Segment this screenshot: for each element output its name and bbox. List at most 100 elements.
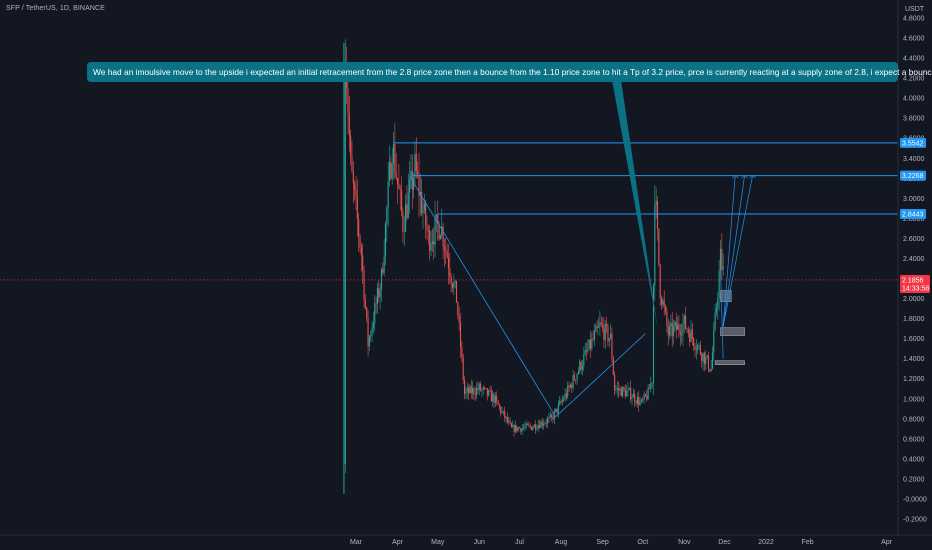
- candle-body[interactable]: [695, 349, 697, 351]
- supply-zone-box[interactable]: [714, 360, 745, 365]
- candle-body[interactable]: [522, 427, 525, 429]
- candle-body[interactable]: [678, 324, 680, 331]
- candle-body[interactable]: [536, 428, 538, 430]
- candle-body[interactable]: [355, 189, 357, 198]
- candle-body[interactable]: [573, 375, 575, 380]
- candle-body[interactable]: [575, 379, 577, 381]
- candle-body[interactable]: [565, 393, 567, 397]
- candle-body[interactable]: [402, 211, 404, 232]
- candle-body[interactable]: [366, 307, 368, 318]
- candle-body[interactable]: [380, 269, 383, 290]
- candle-body[interactable]: [604, 323, 606, 341]
- candle-body[interactable]: [530, 426, 533, 430]
- candle-body[interactable]: [711, 352, 713, 369]
- candle-body[interactable]: [521, 428, 523, 432]
- candle-body[interactable]: [632, 393, 634, 398]
- candle-body[interactable]: [702, 352, 704, 362]
- candle-body[interactable]: [374, 303, 376, 324]
- candle-body[interactable]: [485, 387, 487, 389]
- candle-body[interactable]: [425, 203, 427, 227]
- candle-body[interactable]: [520, 428, 522, 432]
- candle-body[interactable]: [476, 387, 478, 395]
- candle-body[interactable]: [623, 387, 625, 390]
- candle-body[interactable]: [384, 223, 387, 257]
- candle-body[interactable]: [577, 370, 579, 374]
- candle-body[interactable]: [568, 385, 570, 388]
- candle-body[interactable]: [537, 424, 539, 429]
- retracement-arrow-line[interactable]: [720, 268, 724, 359]
- candle-body[interactable]: [447, 257, 450, 269]
- candle-body[interactable]: [474, 394, 476, 395]
- candle-body[interactable]: [670, 323, 672, 327]
- candle-body[interactable]: [409, 179, 411, 193]
- candle-body[interactable]: [631, 397, 633, 400]
- candle-body[interactable]: [484, 387, 486, 389]
- candle-body[interactable]: [600, 322, 602, 325]
- candle-body[interactable]: [656, 200, 659, 229]
- candle-body[interactable]: [675, 321, 677, 330]
- candle-body[interactable]: [379, 289, 381, 298]
- candle-body[interactable]: [454, 280, 456, 283]
- candle-body[interactable]: [654, 205, 656, 286]
- candle-body[interactable]: [555, 408, 557, 412]
- candle-body[interactable]: [367, 317, 369, 347]
- candle-body[interactable]: [526, 423, 529, 425]
- candle-body[interactable]: [364, 299, 366, 308]
- candle-body[interactable]: [705, 356, 707, 365]
- candle-body[interactable]: [462, 357, 464, 380]
- candle-body[interactable]: [442, 226, 444, 247]
- candle-body[interactable]: [564, 393, 566, 400]
- candle-body[interactable]: [439, 235, 441, 240]
- candle-body[interactable]: [382, 269, 384, 273]
- candle-body[interactable]: [470, 386, 472, 394]
- candle-body[interactable]: [352, 171, 354, 184]
- candle-body[interactable]: [585, 350, 588, 352]
- drawing-layer[interactable]: [0, 142, 898, 418]
- candle-body[interactable]: [517, 427, 519, 431]
- candle-body[interactable]: [589, 339, 592, 349]
- candle-body[interactable]: [698, 345, 700, 347]
- projection-arrow-line[interactable]: [722, 175, 736, 327]
- candle-body[interactable]: [642, 399, 644, 401]
- candle-body[interactable]: [646, 395, 648, 400]
- candle-body[interactable]: [619, 388, 621, 391]
- candle-body[interactable]: [602, 324, 604, 328]
- candle-body[interactable]: [567, 385, 569, 397]
- candle-body[interactable]: [348, 113, 350, 136]
- candle-body[interactable]: [606, 323, 608, 327]
- candle-body[interactable]: [431, 241, 433, 244]
- candle-body[interactable]: [622, 387, 624, 397]
- candle-body[interactable]: [473, 388, 475, 395]
- candle-body[interactable]: [620, 388, 622, 397]
- candle-body[interactable]: [528, 424, 530, 426]
- candle-body[interactable]: [492, 394, 494, 402]
- candle-body[interactable]: [426, 226, 428, 231]
- candle-body[interactable]: [579, 361, 581, 371]
- candle-body[interactable]: [513, 425, 515, 432]
- candle-body[interactable]: [690, 329, 692, 342]
- candle-body[interactable]: [607, 326, 609, 342]
- annotation-callout[interactable]: We had an imoulsive move to the upside i…: [87, 62, 932, 330]
- candle-body[interactable]: [430, 243, 432, 251]
- candle-body[interactable]: [453, 282, 455, 288]
- annotation-box[interactable]: [87, 62, 898, 82]
- candle-body[interactable]: [396, 177, 399, 184]
- candle-body[interactable]: [681, 334, 683, 336]
- candle-body[interactable]: [717, 298, 719, 309]
- candle-body[interactable]: [399, 188, 401, 191]
- candle-body[interactable]: [679, 330, 681, 336]
- candle-body[interactable]: [560, 401, 562, 403]
- projection-arrow-line[interactable]: [722, 175, 753, 327]
- candle-body[interactable]: [595, 326, 597, 332]
- candle-body[interactable]: [505, 416, 507, 419]
- candle-body[interactable]: [372, 323, 374, 328]
- candle-body[interactable]: [455, 280, 458, 303]
- candle-body[interactable]: [390, 162, 392, 179]
- candle-body[interactable]: [682, 323, 684, 335]
- candle-body[interactable]: [414, 153, 416, 179]
- candle-body[interactable]: [403, 231, 405, 233]
- candle-body[interactable]: [548, 417, 550, 419]
- candle-body[interactable]: [663, 300, 665, 307]
- candle-body[interactable]: [529, 425, 531, 427]
- candle-body[interactable]: [694, 346, 696, 350]
